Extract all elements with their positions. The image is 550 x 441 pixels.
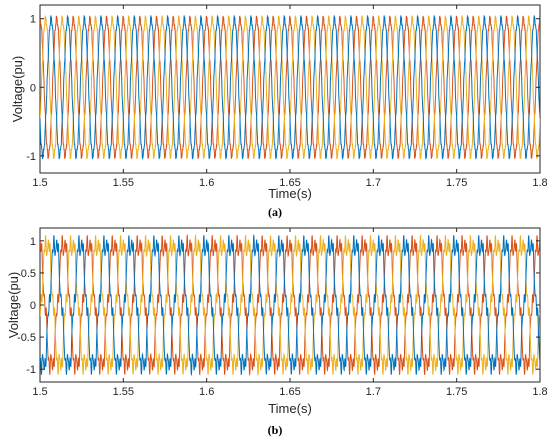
x-tick-label: 1.7	[366, 177, 381, 189]
x-tick-label: 1.75	[446, 386, 467, 398]
x-tick-label: 1.55	[113, 386, 134, 398]
series-group-b	[40, 233, 540, 377]
x-tick-label: 1.75	[446, 177, 467, 189]
x-tick-label: 1.65	[279, 177, 300, 189]
x-axis-label-a: Time(s)	[268, 186, 312, 201]
y-ticks-b: -1 -0.5 0 0.5 1	[17, 236, 540, 376]
y-tick-label: 1	[30, 236, 36, 248]
y-tick-label: 0	[30, 82, 36, 94]
x-axis-label-b: Time(s)	[268, 401, 312, 416]
x-tick-label: 1.6	[199, 177, 214, 189]
x-tick-label: 1.6	[199, 386, 214, 398]
y-axis-label-b: Voltage(pu)	[6, 272, 21, 339]
y-tick-label: -0.5	[17, 332, 36, 344]
x-tick-label: 1.55	[113, 177, 134, 189]
x-tick-label: 1.7	[366, 386, 381, 398]
series-line-b-1	[40, 233, 540, 376]
x-tick-label: 1.5	[32, 177, 47, 189]
series-group-a	[40, 15, 540, 160]
x-ticks-a: 1.5 1.55 1.6 1.65 1.7 1.75 1.8	[32, 5, 548, 189]
series-line-b-3	[40, 233, 540, 376]
y-tick-label: 0	[30, 300, 36, 312]
y-tick-label: -1	[26, 151, 36, 163]
y-axis-label-a: Voltage(pu)	[10, 56, 25, 123]
series-line-a-3	[40, 15, 540, 160]
x-tick-label: 1.8	[532, 177, 547, 189]
caption-a: (a)	[268, 205, 282, 219]
x-tick-label: 1.8	[532, 386, 547, 398]
series-line-b-2	[40, 234, 540, 377]
plot-area-a	[39, 4, 541, 174]
x-tick-label: 1.5	[32, 386, 47, 398]
panel-b: 1.5 1.55 1.6 1.65 1.7 1.75 1.8 -1 -0.5 0 0.5 1 Tim…	[6, 227, 548, 437]
x-tick-label: 1.65	[279, 386, 300, 398]
y-tick-label: -1	[26, 364, 36, 376]
y-ticks-a: -1 0 1	[26, 14, 540, 163]
panel-a: 1.5 1.55 1.6 1.65 1.7 1.75 1.8 -1 0 1 Time(s) Vo…	[10, 4, 548, 219]
y-tick-label: 0.5	[21, 268, 36, 280]
series-line-a-1	[40, 15, 540, 159]
x-ticks-b: 1.5 1.55 1.6 1.65 1.7 1.75 1.8	[32, 228, 548, 398]
y-tick-label: 1	[30, 14, 36, 26]
caption-b: (b)	[268, 423, 283, 437]
